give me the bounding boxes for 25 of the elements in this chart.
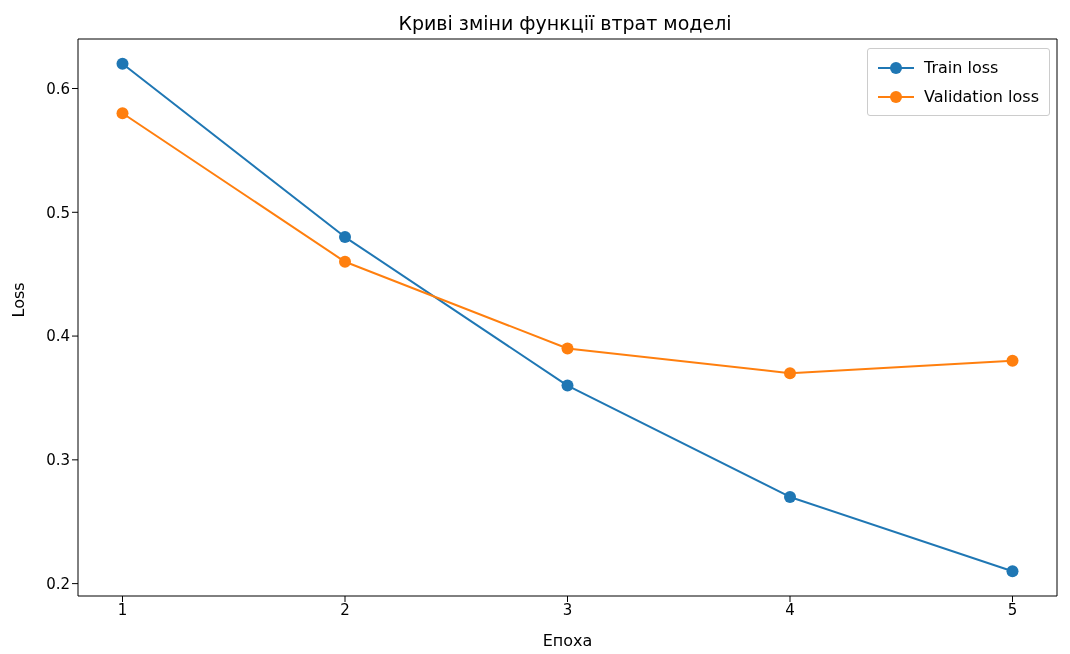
x-tick-label: 5 [1007, 600, 1018, 619]
legend-label: Train loss [923, 57, 1000, 79]
y-tick-label: 0.5 [46, 203, 70, 222]
point [339, 255, 351, 268]
x-axis-title: Епоха [542, 631, 593, 650]
x-tick-label: 4 [785, 600, 795, 619]
point [784, 367, 796, 380]
point [1006, 354, 1019, 367]
point [116, 107, 129, 120]
x-tick-label: 3 [562, 600, 573, 619]
point [116, 57, 129, 70]
point [784, 490, 796, 503]
y-tick-label: 0.6 [46, 79, 70, 98]
y-tick-label: 0.3 [46, 451, 70, 470]
point [561, 342, 574, 355]
y-axis-title: Loss [8, 282, 28, 318]
y-tick-label: 0.2 [46, 574, 70, 593]
legend-label: Validation loss [923, 86, 1039, 108]
x-tick-label: 1 [117, 600, 128, 619]
x-tick-label: 2 [340, 600, 350, 619]
point [1006, 565, 1019, 578]
y-tick-label: 0.4 [46, 327, 70, 346]
point [561, 379, 574, 392]
chart-title: Криві зміни функції втрат моделі [397, 11, 733, 36]
point [339, 231, 351, 244]
